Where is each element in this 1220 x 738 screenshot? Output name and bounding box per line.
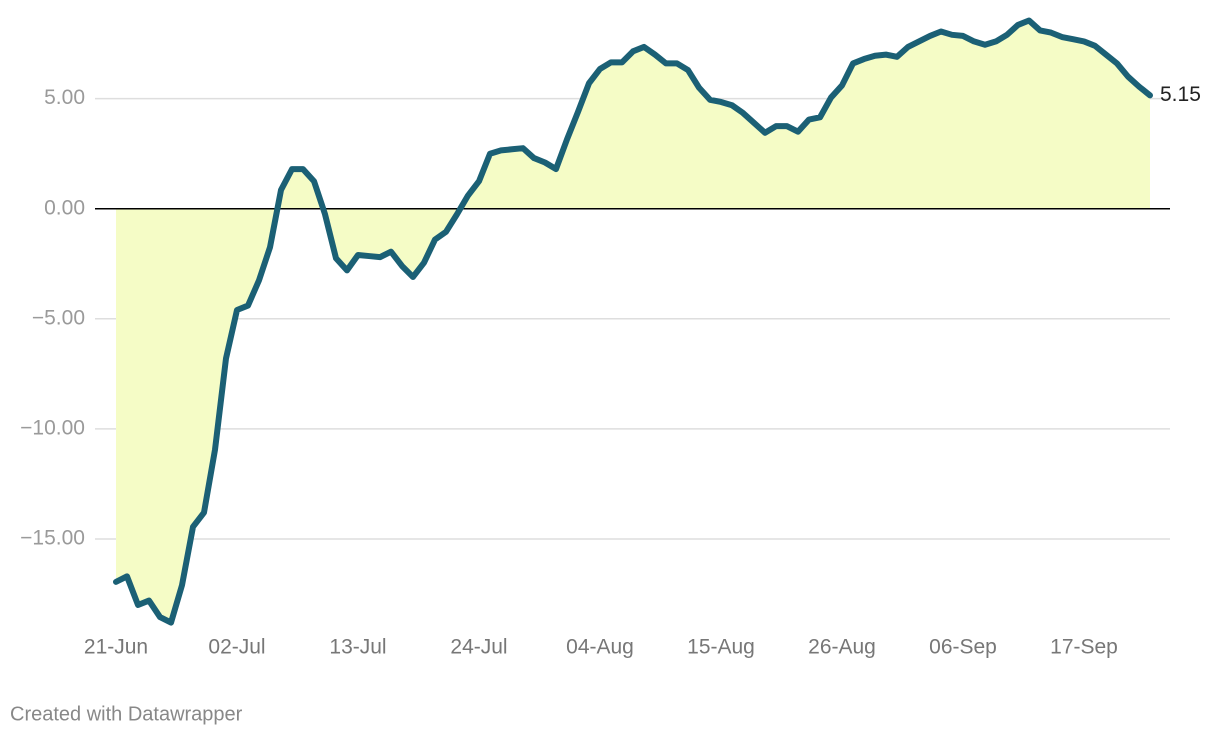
value-label: 5.15 (1160, 83, 1201, 106)
x-tick-label: 26-Aug (808, 636, 876, 659)
y-tick-label: −5.00 (32, 306, 85, 329)
x-tick-label: 21-Jun (84, 636, 148, 659)
y-tick-label: 0.00 (44, 196, 85, 219)
y-tick-label: −10.00 (20, 416, 85, 439)
x-tick-label: 17-Sep (1050, 636, 1118, 659)
y-tick-label: −15.00 (20, 526, 85, 549)
x-tick-label: 24-Jul (450, 636, 507, 659)
x-tick-label: 06-Sep (929, 636, 997, 659)
area (116, 20, 1150, 623)
x-tick-label: 15-Aug (687, 636, 755, 659)
line (113, 17, 1153, 626)
credit: Created with Datawrapper (10, 703, 243, 725)
x-tick-label: 02-Jul (208, 636, 265, 659)
x-tick-label: 04-Aug (566, 636, 634, 659)
x-tick-label: 13-Jul (329, 636, 386, 659)
y-tick-label: 5.00 (44, 86, 85, 109)
